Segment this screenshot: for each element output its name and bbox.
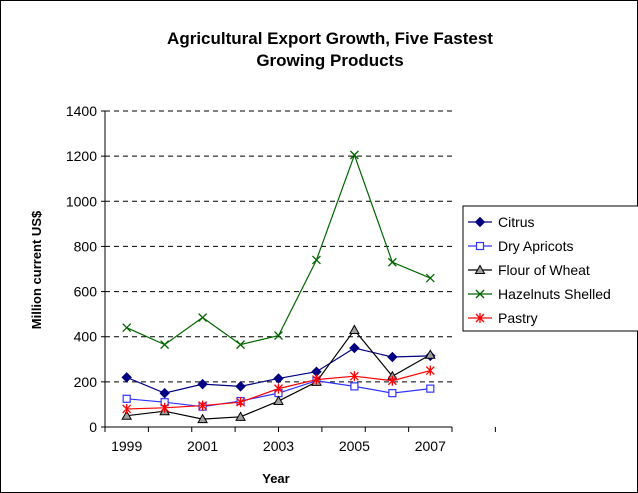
y-tick-label: 600 [74, 284, 98, 300]
x-tick-label: 2003 [263, 438, 294, 454]
x-marker-stroke [274, 331, 283, 341]
x-marker-stroke [311, 255, 321, 265]
x-axis-title: Year [262, 471, 289, 486]
square-marker [475, 241, 485, 251]
data-point [197, 378, 208, 390]
data-point [426, 384, 435, 393]
series-line-3 [126, 153, 431, 346]
y-tick-label: 1400 [66, 103, 97, 119]
data-point [350, 382, 359, 391]
data-point [122, 403, 132, 414]
triangle-marker [349, 324, 360, 334]
x-marker-stroke [349, 150, 359, 160]
triangle-marker [424, 349, 436, 359]
legend-marker [475, 289, 485, 299]
triangle-marker [273, 395, 284, 406]
diamond-marker [273, 373, 284, 384]
x-marker-stroke [236, 340, 246, 350]
square-marker [388, 389, 397, 398]
data-point [198, 400, 208, 411]
data-point [274, 383, 283, 394]
legend-box [462, 205, 638, 332]
square-marker [426, 384, 435, 393]
data-point [273, 373, 284, 384]
data-point [349, 371, 359, 382]
x-marker-stroke [198, 313, 208, 322]
legend-label: Pastry [498, 310, 538, 326]
data-point [424, 349, 436, 359]
legend-marker [475, 241, 485, 251]
chart-title-line-2: Growing Products [256, 51, 403, 70]
data-point [387, 257, 397, 267]
y-tick-label: 1000 [66, 193, 97, 209]
y-axis-title: Million current US$ [29, 210, 44, 329]
x-tick-label: 2005 [339, 438, 370, 454]
diamond-marker [159, 387, 170, 399]
legend: Citrus Dry Apricots Flour of Wheat Hazelnut… [462, 205, 638, 332]
data-point [349, 342, 360, 354]
legend-label: Dry Apricots [498, 238, 573, 254]
data-point [159, 387, 170, 399]
data-point [160, 402, 170, 413]
data-point [425, 273, 435, 283]
axes: 0 200 400 600 800 1000 1200 1400 1999 2001 2003 200… [66, 103, 496, 454]
data-point [122, 323, 132, 333]
data-point [235, 381, 246, 392]
diamond-marker [387, 351, 398, 363]
x-marker-stroke [160, 340, 170, 350]
legend-marker [474, 216, 486, 228]
y-tick-label: 200 [74, 374, 98, 390]
data-point [425, 365, 435, 376]
y-tick-label: 1200 [66, 148, 97, 164]
data-point [122, 394, 131, 403]
data-point [387, 375, 397, 386]
triangle-marker [197, 413, 208, 424]
data-point [349, 324, 360, 334]
y-tick-label: 800 [74, 238, 98, 254]
x-tick-label: 2007 [415, 438, 446, 454]
diamond-marker [121, 372, 132, 383]
data-point [121, 410, 133, 420]
data-point [160, 340, 170, 350]
data-point [311, 255, 321, 265]
legend-marker [475, 313, 485, 323]
data-point [349, 150, 359, 160]
square-marker [350, 382, 359, 391]
legend-marker [474, 264, 486, 274]
x-marker-stroke [122, 323, 132, 333]
y-tick-label: 0 [89, 419, 97, 435]
diamond-marker [235, 381, 246, 392]
data-point [197, 413, 208, 424]
x-marker-stroke [425, 273, 435, 283]
data-point [388, 389, 397, 398]
diamond-marker [349, 342, 360, 354]
legend-label: Hazelnuts Shelled [498, 286, 611, 302]
triangle-marker [235, 411, 246, 421]
triangle-marker [474, 264, 486, 274]
x-marker-stroke [387, 257, 397, 267]
data-point [387, 351, 398, 363]
y-tick-label: 400 [74, 329, 98, 345]
diamond-marker [474, 216, 486, 228]
legend-label: Citrus [498, 214, 535, 230]
data-point [236, 340, 246, 350]
x-tick-label: 1999 [111, 438, 142, 454]
triangle-marker [121, 410, 133, 420]
square-marker [122, 394, 131, 403]
legend-label: Flour of Wheat [498, 262, 590, 278]
data-point [198, 313, 208, 322]
data-point [273, 395, 284, 406]
data-point [236, 397, 246, 408]
data-point [235, 411, 246, 421]
chart-title-line-1: Agricultural Export Growth, Five Fastest [167, 29, 493, 48]
data-point [311, 374, 321, 385]
series-lines [121, 150, 436, 424]
diamond-marker [197, 378, 208, 390]
x-tick-label: 2001 [187, 438, 218, 454]
x-marker-stroke [475, 289, 485, 299]
data-point [121, 372, 132, 383]
data-point [274, 331, 283, 341]
